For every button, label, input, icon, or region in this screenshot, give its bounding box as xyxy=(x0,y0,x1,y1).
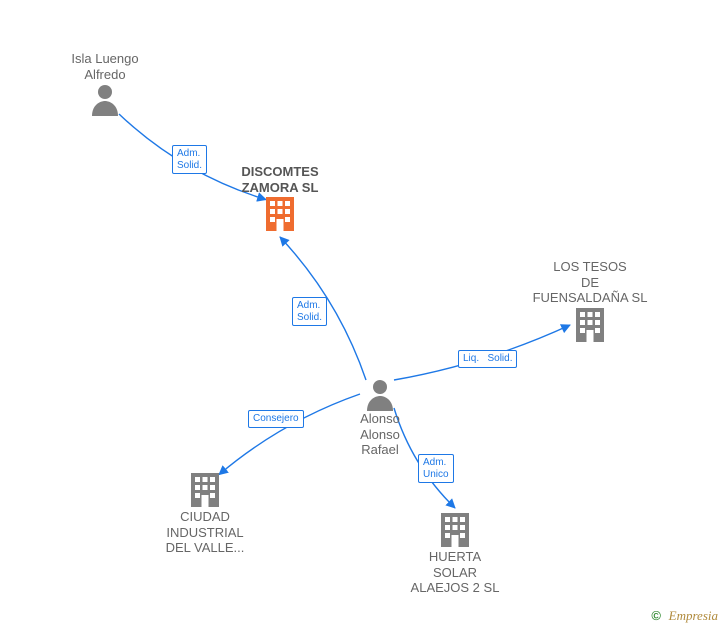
node-huerta[interactable]: HUERTA SOLAR ALAEJOS 2 SL xyxy=(385,511,525,596)
building-icon xyxy=(188,471,222,509)
node-isla[interactable]: Isla Luengo Alfredo xyxy=(45,51,165,116)
watermark: © Empresia xyxy=(651,608,718,624)
node-label: LOS TESOS DE FUENSALDAÑA SL xyxy=(505,259,675,306)
node-tesos[interactable]: LOS TESOS DE FUENSALDAÑA SL xyxy=(505,259,675,344)
edge-label: Adm. Solid. xyxy=(172,145,207,174)
edge-label: Adm. Unico xyxy=(418,454,454,483)
person-icon xyxy=(88,82,122,116)
diagram-canvas: Isla Luengo Alfredo DISCOMTES ZAMORA SL … xyxy=(0,0,728,630)
node-label: CIUDAD INDUSTRIAL DEL VALLE... xyxy=(135,509,275,556)
building-icon xyxy=(573,306,607,344)
node-label: Isla Luengo Alfredo xyxy=(45,51,165,82)
node-label: Alonso Alonso Rafael xyxy=(330,411,430,458)
brand-name: Empresia xyxy=(669,608,718,623)
node-label: HUERTA SOLAR ALAEJOS 2 SL xyxy=(385,549,525,596)
node-discomtes[interactable]: DISCOMTES ZAMORA SL xyxy=(200,164,360,233)
edge-label: Consejero xyxy=(248,410,304,428)
person-icon xyxy=(363,377,397,411)
node-alonso[interactable]: Alonso Alonso Rafael xyxy=(330,377,430,458)
building-icon xyxy=(263,195,297,233)
edge-label: Liq. Solid. xyxy=(458,350,517,368)
edge-label: Adm. Solid. xyxy=(292,297,327,326)
node-label: DISCOMTES ZAMORA SL xyxy=(200,164,360,195)
building-icon xyxy=(438,511,472,549)
node-ciudad[interactable]: CIUDAD INDUSTRIAL DEL VALLE... xyxy=(135,471,275,556)
copyright-symbol: © xyxy=(651,608,661,623)
